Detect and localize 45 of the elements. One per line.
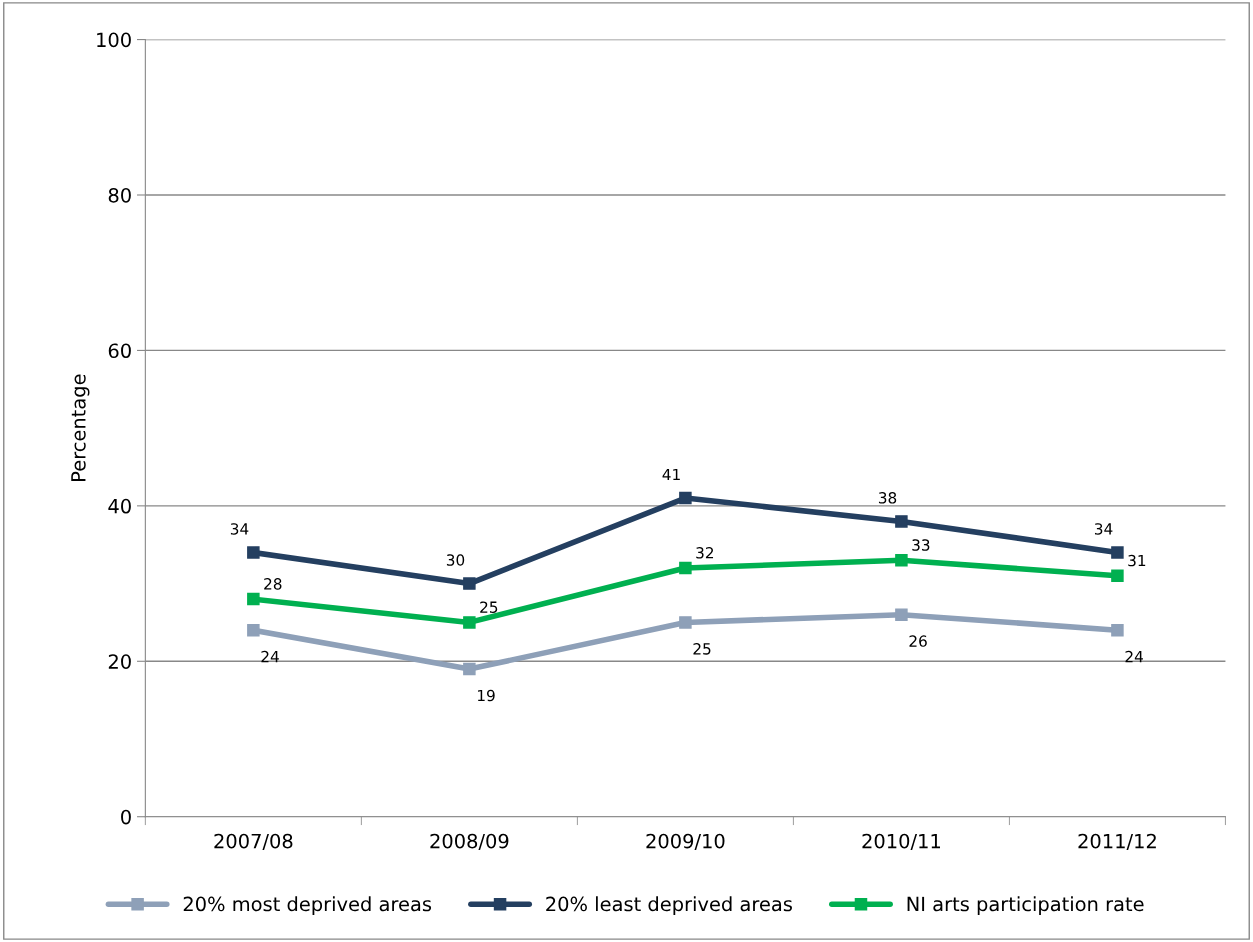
data-label: 28 <box>264 578 282 590</box>
point <box>1111 546 1124 559</box>
point <box>895 608 908 621</box>
point <box>895 554 908 567</box>
data-label: 33 <box>912 539 930 551</box>
data-label: 41 <box>662 468 680 481</box>
point <box>463 577 476 590</box>
y-tick-label: 0 <box>121 809 131 825</box>
point <box>895 515 908 528</box>
data-label: 30 <box>446 554 465 566</box>
point <box>1111 623 1124 637</box>
point <box>247 546 260 559</box>
point <box>679 491 692 505</box>
point <box>1111 569 1124 583</box>
point <box>247 623 260 637</box>
point <box>247 592 260 606</box>
x-tick-label: 2007/08 <box>214 833 293 850</box>
point <box>463 616 476 629</box>
point <box>679 561 692 575</box>
y-tick-label: 60 <box>108 343 131 359</box>
y-tick-label: 100 <box>97 32 131 48</box>
y-axis-title: Percentage <box>71 374 90 481</box>
x-tick-label: 2011/12 <box>1078 833 1156 850</box>
y-tick-label: 80 <box>108 187 131 203</box>
legend-label: NI arts participation rate <box>907 896 1144 916</box>
data-label: 31 <box>1128 554 1146 567</box>
data-label: 24 <box>1125 650 1143 663</box>
legend-label: 20% most deprived areas <box>183 896 432 916</box>
x-tick-label: 2009/10 <box>646 833 725 850</box>
data-label: 19 <box>478 689 495 702</box>
point <box>679 616 692 629</box>
data-label: 26 <box>909 635 927 647</box>
y-tick-label: 40 <box>108 498 131 514</box>
legend-label: 20% least deprived areas <box>546 896 792 916</box>
data-label: 34 <box>1094 523 1113 535</box>
x-tick-label: 2010/11 <box>862 833 940 850</box>
y-tick-label: 20 <box>108 654 131 669</box>
data-label: 25 <box>480 601 498 613</box>
data-label: 24 <box>261 650 279 663</box>
x-tick-label: 2008/09 <box>430 833 509 850</box>
data-label: 32 <box>696 547 714 559</box>
data-label: 25 <box>693 643 711 655</box>
point <box>463 662 476 676</box>
data-label: 38 <box>878 492 897 504</box>
data-label: 34 <box>230 523 249 535</box>
